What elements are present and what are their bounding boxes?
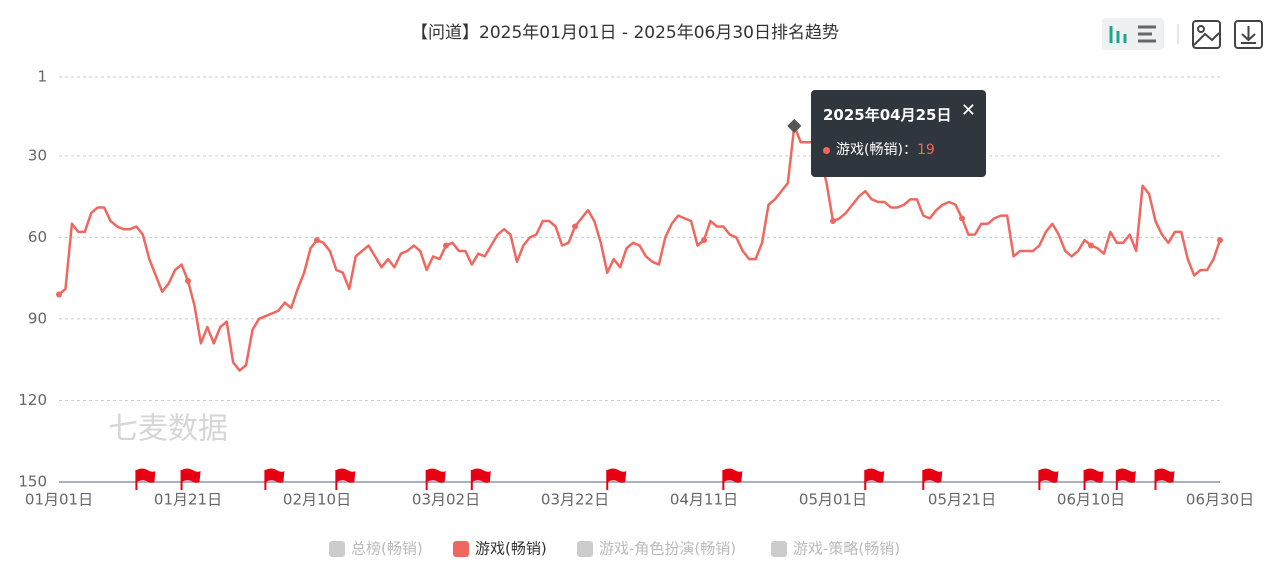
event-flag [425,468,446,490]
chart-title: 【问道】2025年01月01日 - 2025年06月30日排名趋势 [411,23,839,43]
data-point [1088,242,1094,249]
event-flag [922,468,943,490]
flag [471,468,491,483]
event-flag [335,468,356,490]
data-point [56,291,62,298]
flag [265,468,285,483]
y-tick-label: 1 [37,68,47,86]
tooltip-title: 2025年04月25日 [823,106,952,124]
event-flag [1115,468,1136,490]
legend-label[interactable]: 游戏-策略(畅销) [793,540,900,558]
y-tick-label: 60 [28,228,47,246]
flag [136,468,156,483]
event-flag [864,468,885,490]
download-button[interactable] [1234,20,1263,49]
line-series [58,124,1222,372]
watermark: 七麦数据 [108,412,228,447]
flag [336,468,356,483]
legend-label[interactable]: 游戏(畅销) [475,540,547,558]
flag [607,468,627,483]
tooltip-dot [823,146,830,154]
tooltip-separator: ： [902,142,917,158]
x-tick-label: 05月21日 [928,491,996,509]
event-flag [264,468,285,490]
flag [1084,468,1104,483]
data-point [959,215,965,222]
event-flag [180,468,201,490]
x-tick-label: 03月02日 [412,491,480,509]
legend-swatch [577,541,593,557]
legend-swatch [329,541,345,557]
tooltip: 2025年04月25日 ✕ 游戏(畅销)：19 [811,90,986,177]
flag [426,468,446,483]
flag [865,468,885,483]
data-point [1217,237,1223,244]
x-tick-label: 01月01日 [25,491,93,509]
x-tick-label: 04月11日 [670,491,738,509]
event-flag [1038,468,1059,490]
flag [1039,468,1059,483]
tooltip-series: 游戏(畅销) [836,142,903,158]
legend-swatch [453,541,469,557]
data-point [443,242,449,249]
flag [1116,468,1136,483]
data-point [701,237,707,244]
event-flag [135,468,156,490]
x-tick-label: 06月10日 [1057,491,1125,509]
flag [1155,468,1175,483]
y-tick-label: 150 [18,473,47,491]
legend-swatch [771,541,787,557]
legend-label[interactable]: 游戏-角色扮演(畅销) [599,540,736,558]
x-tick-label: 02月10日 [283,491,351,509]
flag [723,468,743,483]
data-point [314,237,320,244]
data-point [185,277,191,284]
data-point [572,223,578,230]
save-image-button[interactable] [1192,20,1221,49]
event-flag [606,468,627,490]
tooltip-close[interactable]: ✕ [960,100,976,121]
hover-marker [787,118,802,133]
x-tick-label: 06月30日 [1186,491,1254,509]
legend-label[interactable]: 总榜(畅销) [351,540,423,558]
x-tick-label: 01月21日 [154,491,222,509]
y-tick-label: 30 [28,146,47,164]
event-flag [722,468,743,490]
y-tick-label: 90 [28,309,47,327]
toolbar [1102,18,1263,50]
x-tick-label: 05月01日 [799,491,867,509]
flag [181,468,201,483]
x-tick-label: 03月22日 [541,491,609,509]
y-tick-label: 120 [18,391,47,409]
data-point [830,218,836,225]
legend: 总榜(畅销) 游戏(畅销) 游戏-角色扮演(畅销) 游戏-策略(畅销) [329,540,900,558]
event-flag [1154,468,1175,490]
event-flag [1083,468,1104,490]
tooltip-value: 19 [916,142,935,158]
flag [923,468,943,483]
event-flag [470,468,491,490]
